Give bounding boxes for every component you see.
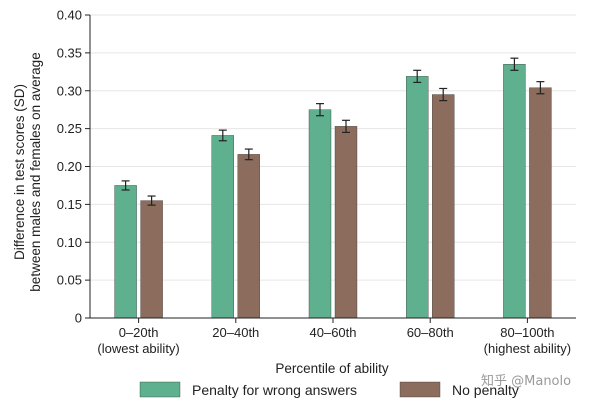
- gridlines: [90, 14, 576, 281]
- y-axis: 0 0.05 0.10 0.15 0.20 0.25 0.30 0.35 0.40: [57, 8, 91, 326]
- x-axis-title: Percentile of ability: [275, 361, 389, 376]
- legend: Penalty for wrong answers No penalty: [139, 381, 519, 398]
- bar: [406, 76, 429, 319]
- legend-swatch: [399, 381, 441, 398]
- bar: [308, 109, 332, 319]
- bar: [140, 200, 163, 319]
- bar: [114, 185, 137, 319]
- legend-label: No penalty: [452, 382, 519, 398]
- bars: [114, 57, 552, 319]
- bar: [211, 135, 235, 319]
- y-tick-label: 0.40: [57, 8, 82, 23]
- bar: [529, 87, 552, 319]
- x-tick-label: 0–20th: [119, 325, 159, 340]
- legend-label: Penalty for wrong answers: [192, 382, 357, 398]
- x-axis: 0–20th(lowest ability) 20–40th 40–60th 60–8…: [90, 317, 576, 356]
- bar: [237, 154, 261, 319]
- x-tick-label: 20–40th: [212, 325, 259, 340]
- y-tick-label: 0.15: [57, 197, 82, 212]
- legend-swatch: [139, 381, 181, 398]
- watermark: 知乎 @Manolo: [481, 373, 571, 389]
- x-tick-label: 80–100th: [500, 325, 554, 340]
- bar: [432, 94, 455, 319]
- y-tick-label: 0.30: [57, 83, 82, 98]
- x-tick-label: 40–60th: [310, 325, 357, 340]
- y-tick-label: 0.05: [57, 273, 82, 288]
- y-tick-label: 0: [75, 311, 82, 326]
- y-tick-label: 0.35: [57, 45, 82, 60]
- x-tick-label: (highest ability): [484, 341, 571, 356]
- x-tick-label: (lowest ability): [97, 341, 179, 356]
- y-tick-label: 0.10: [57, 235, 82, 250]
- bar: [334, 126, 358, 319]
- y-tick-label: 0.20: [57, 159, 82, 174]
- y-axis-title-line-2: between males and females on average: [28, 52, 43, 291]
- x-tick-label: 60–80th: [407, 325, 454, 340]
- y-axis-title-line-1: Difference in test scores (SD): [12, 84, 27, 260]
- y-tick-label: 0.25: [57, 121, 82, 136]
- bar: [503, 64, 526, 319]
